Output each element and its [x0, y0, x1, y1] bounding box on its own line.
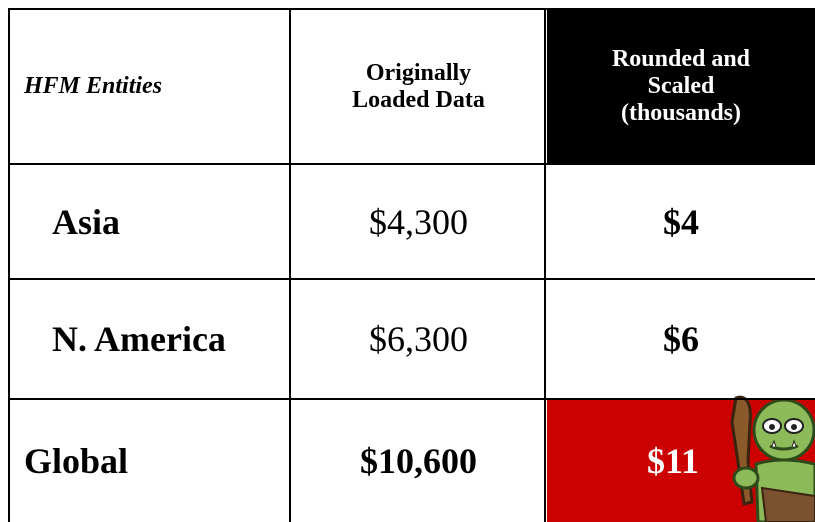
entity-name: Asia [52, 201, 120, 243]
entity-name: N. America [52, 318, 226, 360]
value-cell: $4,300 [292, 165, 545, 278]
header-cell: Originally Loaded Data [292, 10, 545, 163]
border [8, 398, 815, 400]
border [8, 8, 10, 522]
loaded-value: $4,300 [369, 201, 468, 243]
scaled-cell: $6 [547, 280, 815, 398]
header-cell: HFM Entities [10, 10, 290, 163]
border [8, 163, 815, 165]
border [289, 8, 291, 522]
entity-cell: Global [10, 400, 290, 522]
header-cell: Rounded and Scaled (thousands) [547, 10, 815, 163]
border [8, 278, 815, 280]
border [544, 8, 546, 522]
header-text: HFM Entities [24, 73, 162, 100]
value-cell: $10,600 [292, 400, 545, 522]
scaled-value: $11 [647, 440, 699, 482]
value-cell: $6,300 [292, 280, 545, 398]
entity-cell: Asia [10, 165, 290, 278]
header-text: Originally Loaded Data [329, 60, 509, 114]
scaled-value: $4 [663, 201, 699, 243]
goblin-illustration [722, 392, 815, 522]
header-text: Rounded and Scaled (thousands) [586, 46, 776, 127]
loaded-value: $6,300 [369, 318, 468, 360]
scaled-cell: $4 [547, 165, 815, 278]
entity-name: Global [24, 440, 128, 482]
scaled-value: $6 [663, 318, 699, 360]
border [8, 8, 815, 10]
loaded-value: $10,600 [360, 440, 477, 482]
page: HFM Entities Originally Loaded Data Roun… [0, 0, 815, 522]
entity-cell: N. America [10, 280, 290, 398]
